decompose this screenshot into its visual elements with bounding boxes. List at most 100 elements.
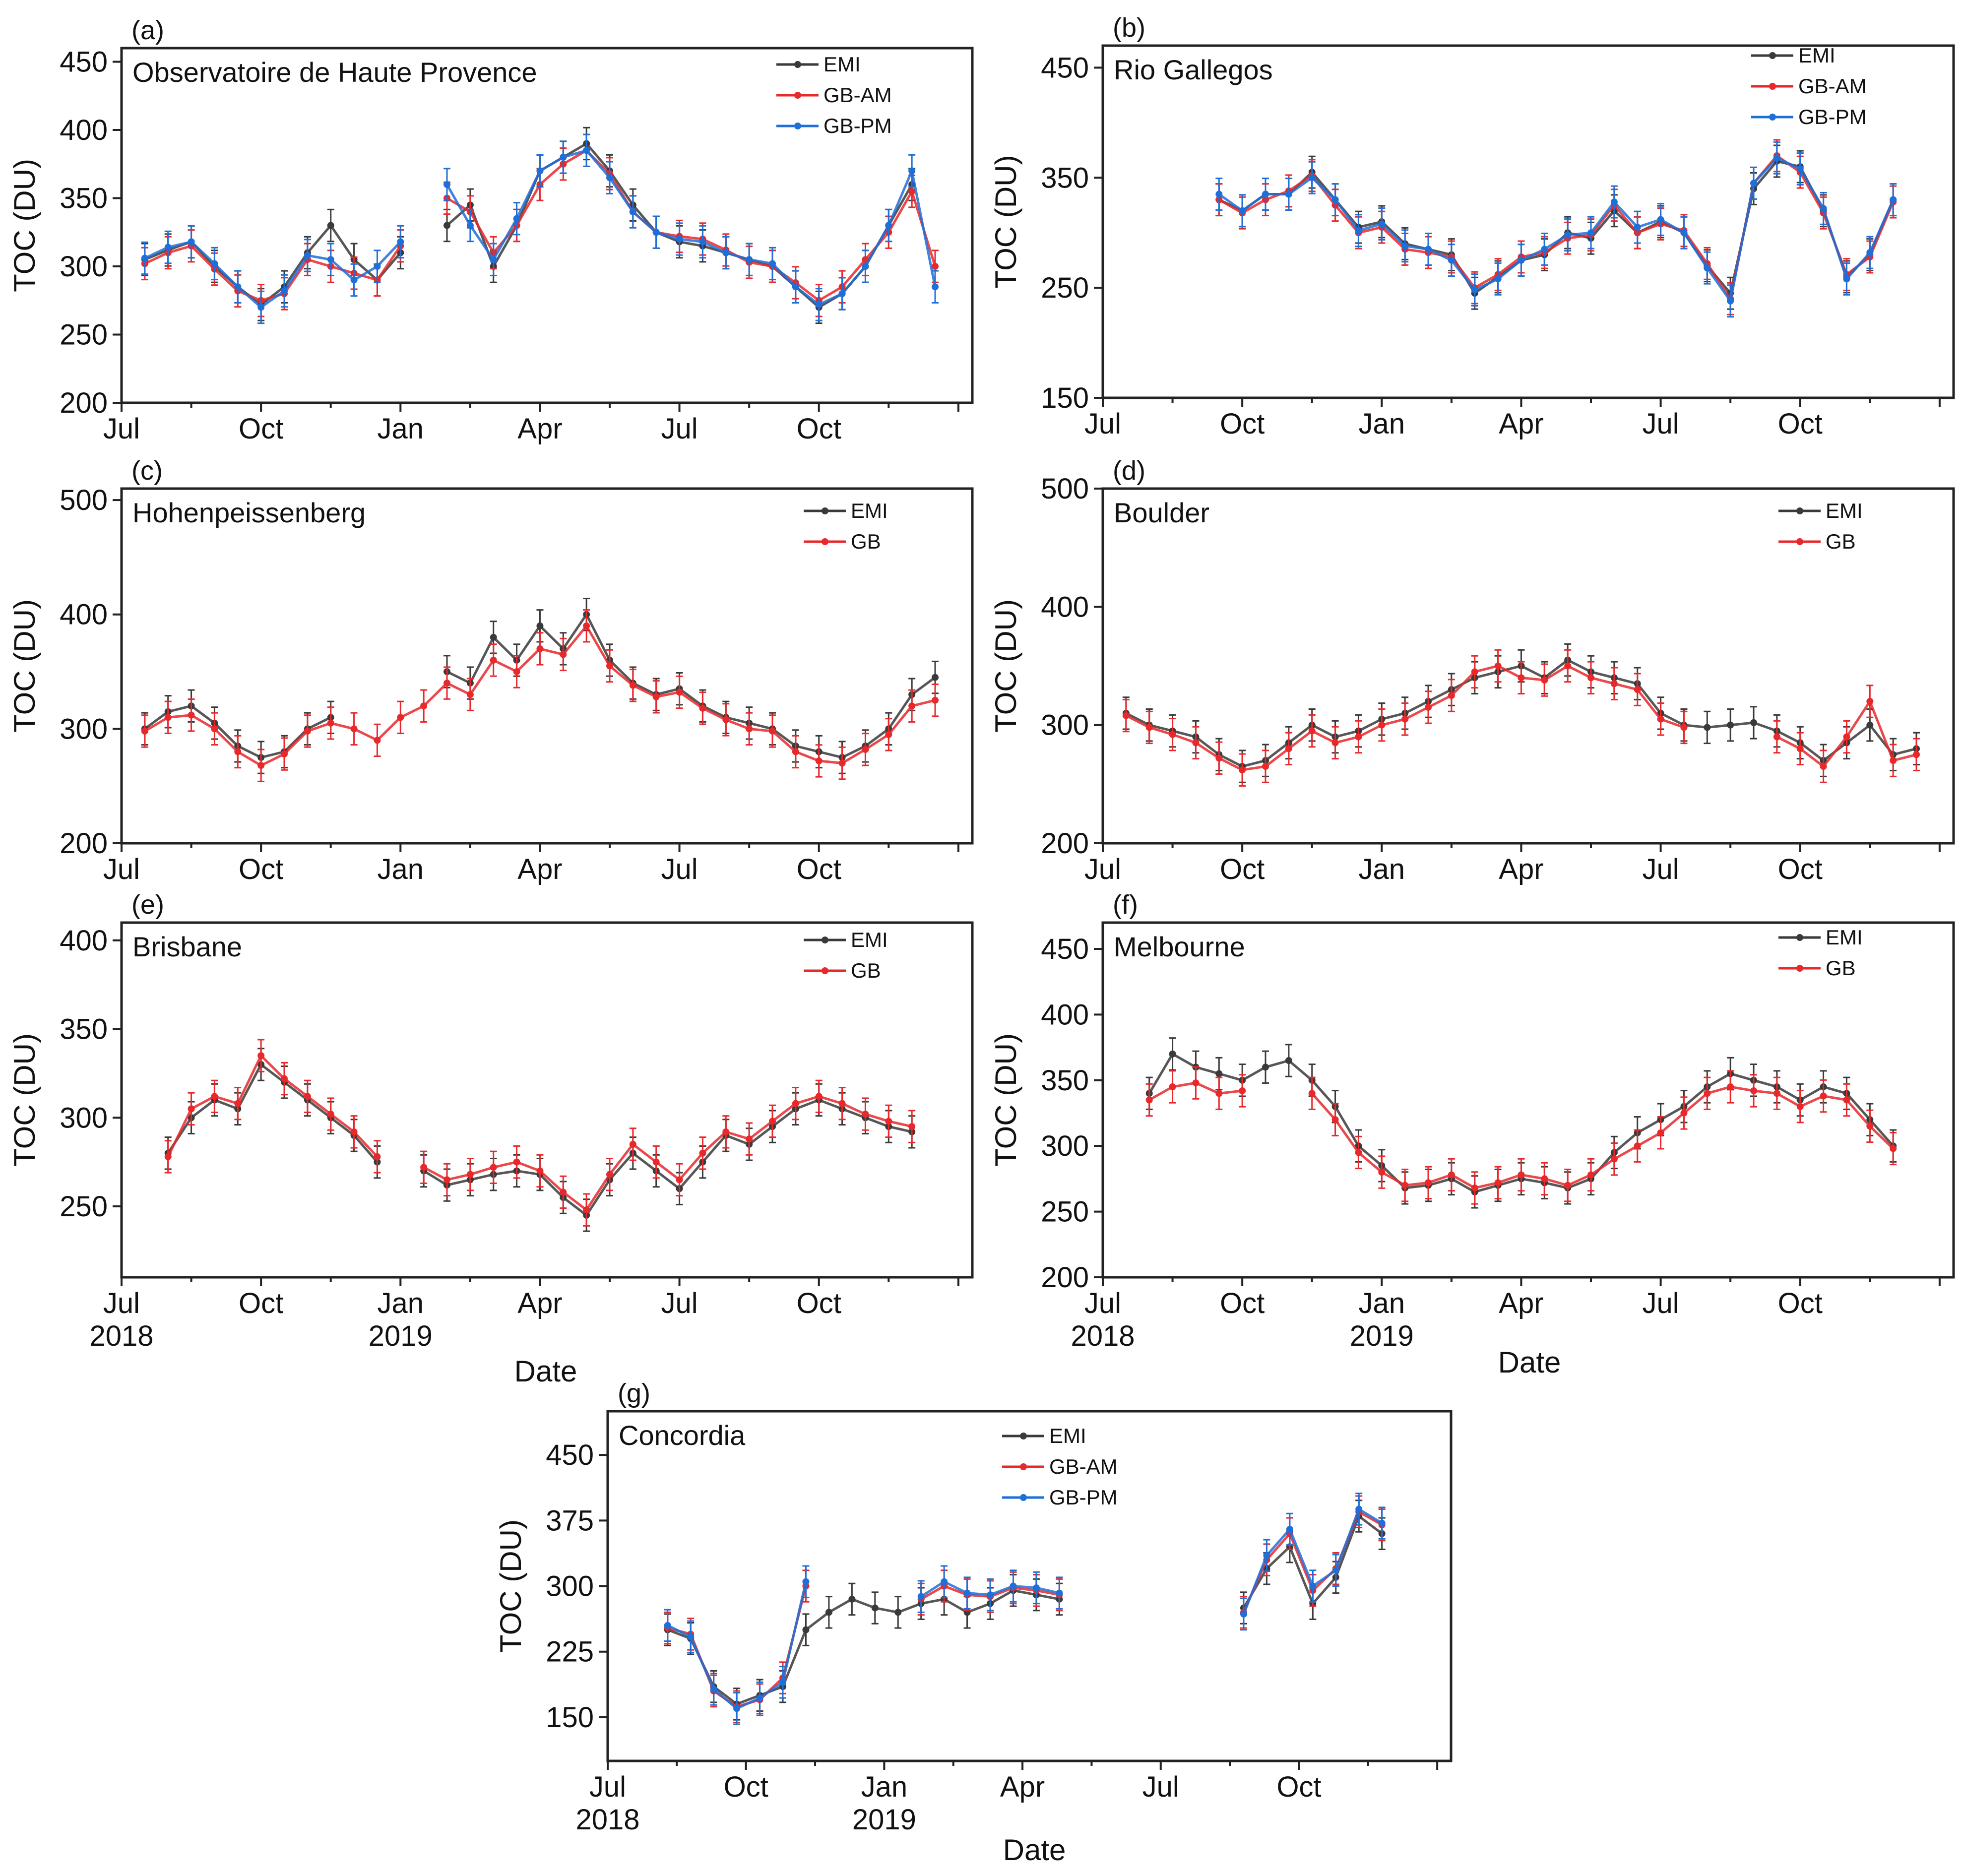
y-tick-label: 450 xyxy=(60,46,108,78)
legend-marker xyxy=(1769,52,1776,59)
data-point xyxy=(443,222,451,229)
legend-marker xyxy=(1020,1494,1027,1501)
x-tick-label: Jul xyxy=(661,413,698,445)
y-axis-label: TOC (DU) xyxy=(8,159,41,292)
panel-title: Rio Gallegos xyxy=(1114,54,1273,85)
data-point xyxy=(1032,1584,1040,1592)
data-point xyxy=(1262,1063,1269,1071)
data-point xyxy=(1541,1175,1548,1183)
data-point xyxy=(513,668,520,676)
y-axis-label: TOC (DU) xyxy=(8,1033,41,1167)
y-tick-label: 300 xyxy=(60,1102,108,1134)
data-point xyxy=(490,256,497,263)
data-point xyxy=(815,1093,823,1100)
y-tick-label: 250 xyxy=(1041,272,1089,304)
y-tick-label: 225 xyxy=(546,1636,594,1668)
y-tick-label: 300 xyxy=(60,713,108,745)
panel-title: Brisbane xyxy=(132,931,242,962)
data-point xyxy=(606,174,614,182)
data-point xyxy=(1494,662,1502,670)
panel-title: Boulder xyxy=(1114,497,1209,528)
data-point xyxy=(1727,297,1734,305)
panel-title: Observatoire de Haute Provence xyxy=(132,57,537,88)
legend: EMI GB xyxy=(1778,499,1863,553)
data-point xyxy=(1010,1582,1017,1590)
plot-frame xyxy=(120,487,974,845)
data-point xyxy=(838,1100,846,1107)
panel-b: (b) Rio Gallegos 150 250 350 450 TOC (DU) Jul Oc… xyxy=(989,13,1955,440)
legend-label: GB xyxy=(1826,956,1856,980)
legend-label: GB-AM xyxy=(823,83,892,107)
data-point xyxy=(987,1591,994,1599)
data-point xyxy=(769,727,776,735)
data-point xyxy=(281,287,288,295)
data-point xyxy=(1820,205,1827,212)
panel-d: (d) Boulder 200 300 400 500 TOC (DU) Jul Oct Jan A… xyxy=(989,456,1955,885)
data-point xyxy=(908,702,916,710)
series-line xyxy=(423,1095,912,1212)
data-point xyxy=(443,1176,451,1184)
data-point xyxy=(917,1593,925,1600)
legend-marker xyxy=(822,538,828,545)
legend-label: GB-AM xyxy=(1049,1455,1118,1478)
data-point xyxy=(211,1093,218,1100)
data-point xyxy=(1750,1087,1758,1094)
series-line xyxy=(423,1098,912,1217)
data-point xyxy=(815,757,823,764)
x-tick-label: Jul xyxy=(661,853,698,885)
x-tick-label: Jul xyxy=(661,1287,698,1319)
data-point xyxy=(1541,246,1548,253)
data-point xyxy=(1773,733,1780,741)
x-tick-label: Oct xyxy=(239,853,283,885)
data-point xyxy=(397,714,404,721)
data-point xyxy=(756,1694,763,1702)
x-tick-label: Jul xyxy=(1643,853,1679,885)
data-point xyxy=(885,222,892,229)
y-tick-label: 300 xyxy=(60,250,108,283)
panel-a: (a) Observatoire de Haute Provence 200 250 3… xyxy=(8,15,974,445)
x-tick-label: Oct xyxy=(797,853,841,885)
data-point xyxy=(1634,1142,1641,1150)
data-point xyxy=(1355,227,1362,234)
data-point xyxy=(1425,1179,1432,1187)
data-point xyxy=(815,301,823,308)
series-line xyxy=(1218,156,1895,305)
panel-letter: (f) xyxy=(1113,890,1138,920)
data-point xyxy=(1378,1169,1386,1176)
legend-marker xyxy=(822,937,828,943)
data-point xyxy=(722,716,730,723)
x-tick-label: Apr xyxy=(1499,1287,1543,1319)
data-point xyxy=(1308,174,1316,182)
data-point xyxy=(164,1153,172,1160)
data-point xyxy=(466,222,474,229)
data-point xyxy=(1471,668,1478,676)
data-point xyxy=(1169,731,1176,738)
y-tick-label: 350 xyxy=(1041,162,1089,194)
x-tick-label: Oct xyxy=(1220,853,1265,885)
legend-label: EMI xyxy=(851,499,888,522)
data-point xyxy=(1704,724,1711,731)
data-point xyxy=(908,188,916,195)
legend-marker xyxy=(1796,538,1803,545)
legend-marker xyxy=(794,61,801,68)
legend: EMI GB-AM GB-PM xyxy=(1002,1424,1118,1509)
legend-label: GB-PM xyxy=(823,114,892,137)
data-point xyxy=(1634,224,1641,231)
legend-label: EMI xyxy=(851,928,888,951)
series-line xyxy=(446,612,936,759)
y-tick-label: 500 xyxy=(1041,473,1089,505)
panel-c: (c) Hohenpeissenberg 200 300 400 500 TOC (DU) J… xyxy=(8,456,974,885)
data-point xyxy=(862,1111,869,1118)
data-point xyxy=(560,651,567,658)
data-point xyxy=(652,229,660,236)
data-point xyxy=(1820,1092,1827,1100)
data-point xyxy=(374,263,381,270)
data-point xyxy=(1285,1057,1292,1064)
series-line xyxy=(445,149,937,306)
data-point xyxy=(1169,1083,1176,1091)
data-point xyxy=(350,1128,358,1135)
x-tick-label: Jan xyxy=(378,853,424,885)
data-point xyxy=(1796,165,1804,173)
series-gb-pm xyxy=(664,1493,1386,1725)
x-tick-label: Oct xyxy=(1220,408,1265,440)
